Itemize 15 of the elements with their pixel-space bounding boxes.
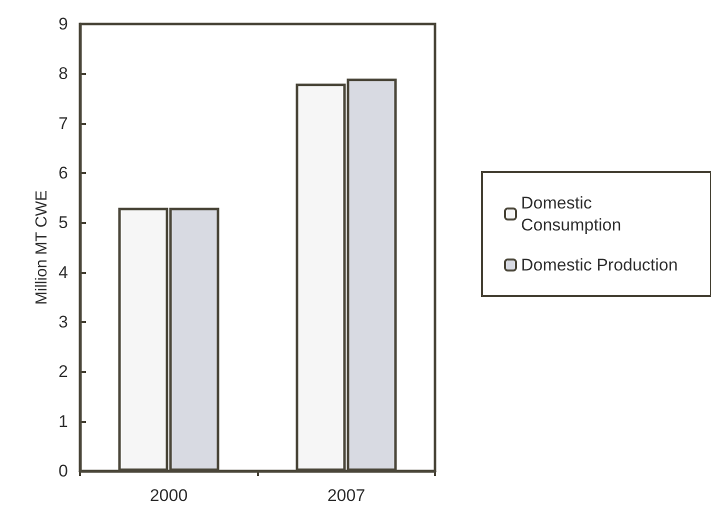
y-tick-label: 1 bbox=[58, 412, 68, 431]
y-tick-label: 4 bbox=[58, 262, 68, 282]
y-tick-label: 2 bbox=[58, 362, 68, 382]
y-tick-label: 3 bbox=[58, 312, 68, 332]
x-tick-label: 2000 bbox=[150, 486, 188, 505]
y-tick-label: 7 bbox=[58, 114, 68, 133]
y-tick-label: 0 bbox=[58, 462, 68, 480]
y-tick-label: 9 bbox=[58, 14, 68, 34]
x-tick-label: 2007 bbox=[327, 486, 366, 505]
y-tick-label: 6 bbox=[58, 164, 68, 182]
y-axis-title: Million MT CWE bbox=[34, 190, 50, 305]
legend-label: Domestic Production bbox=[521, 256, 678, 274]
y-tick-label: 8 bbox=[58, 64, 68, 84]
legend-label: Domestic Consumption bbox=[521, 194, 622, 234]
y-tick-label: 5 bbox=[58, 213, 68, 232]
